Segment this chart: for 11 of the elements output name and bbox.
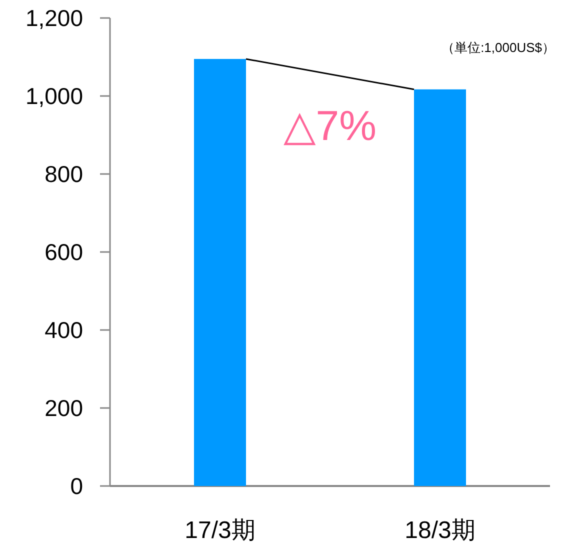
x-tick-label: 18/3期 [404, 517, 476, 544]
annotation: （単位:1,000US$） [442, 40, 555, 55]
y-tick-label: 800 [44, 161, 83, 187]
y-tick-label: 1,000 [25, 83, 83, 109]
y-tick-label: 0 [70, 473, 83, 499]
y-tick-label: 400 [44, 317, 83, 343]
x-tick-label: 17/3期 [184, 517, 256, 544]
annotation: △7% [283, 102, 377, 149]
y-tick-label: 1,200 [25, 5, 83, 31]
y-tick-label: 200 [44, 395, 83, 421]
y-tick-label: 600 [44, 239, 83, 265]
